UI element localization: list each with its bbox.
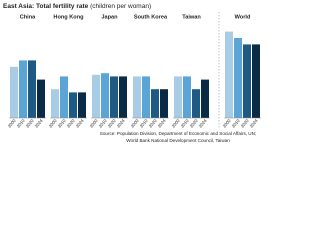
x-tick-label: 2020 [148,118,158,129]
bar [101,73,109,118]
panel-label: Taiwan [182,14,201,20]
chart-title: East Asia: Total fertility rate (childre… [3,3,151,10]
bar [225,31,233,119]
x-tick-label: 2020 [25,118,35,129]
x-tick-label: 2024 [198,118,208,129]
bar [78,92,86,118]
x-tick-label: 2024 [75,118,85,129]
x-tick-label: 2000 [130,118,140,129]
x-tick-label: 2024 [116,118,126,129]
x-tick-label: 2000 [89,118,99,129]
x-tick-label: 2020 [189,118,199,129]
bar [160,89,168,118]
bar [201,79,209,118]
bar [28,60,36,118]
x-tick-label: 2010 [180,118,190,129]
x-tick-label: 2024 [34,118,44,129]
bar [19,60,27,118]
source-line: World Bank National Development Council,… [126,138,230,143]
bar [151,89,159,118]
bar [142,76,150,118]
title: East Asia: Total fertility rate [3,3,89,10]
bar [119,76,127,118]
panel-label: Japan [101,14,118,20]
x-tick-label: 2000 [7,118,17,129]
bar [10,66,18,118]
x-tick-label: 2010 [57,118,67,129]
bar [174,76,182,118]
bar [243,44,251,118]
x-tick-label: 2010 [231,118,241,129]
x-tick-label: 2020 [66,118,76,129]
bar [183,76,191,118]
bar [37,79,45,118]
x-tick-label: 2000 [171,118,181,129]
chart: East Asia: Total fertility rate (childre… [3,3,261,143]
x-tick-label: 2010 [16,118,26,129]
x-tick-label: 2024 [249,118,259,129]
bar [51,89,59,118]
bar [69,92,77,118]
x-tick-label: 2010 [98,118,108,129]
x-tick-label: 2024 [157,118,167,129]
x-tick-label: 2000 [222,118,232,129]
bar [234,38,242,118]
bar [192,89,200,118]
x-tick-label: 2020 [107,118,117,129]
x-tick-label: 2020 [240,118,250,129]
panel-label: South Korea [134,14,168,20]
panel-label: China [20,14,36,20]
x-tick-label: 2000 [48,118,58,129]
bar [252,44,260,118]
panel-label: World [235,14,251,20]
bar [110,76,118,118]
bar [60,76,68,118]
x-tick-label: 2010 [139,118,149,129]
subtitle: (children per woman) [90,3,151,10]
bar [133,76,141,118]
bar [92,74,100,118]
source-line: Source: Population Division, Department … [100,131,256,136]
panel-label: Hong Kong [53,14,84,20]
